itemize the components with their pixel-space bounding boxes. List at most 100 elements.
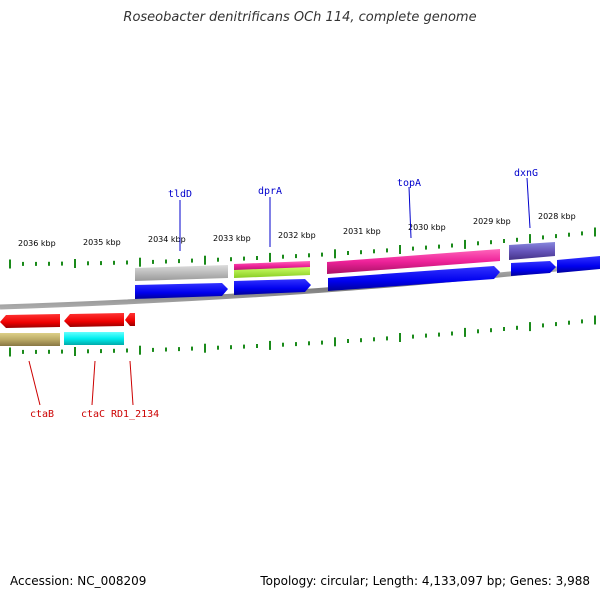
leader-line-ctaB — [28, 360, 41, 406]
lower-tick-41 — [542, 323, 544, 328]
gene-label-ctaB: ctaB — [30, 409, 54, 420]
upper-tick-33 — [438, 244, 440, 249]
upper-tick-10 — [139, 257, 141, 267]
upper-tick-37 — [490, 240, 492, 245]
lower-tick-35 — [464, 327, 466, 337]
lower-tick-12 — [165, 347, 167, 352]
upper-tick-5 — [74, 259, 76, 268]
scale-ticks-upper — [9, 227, 596, 269]
upper-tick-40 — [529, 234, 531, 244]
lower-tick-5 — [74, 347, 76, 356]
gene-label-tldD: tldD — [168, 189, 192, 200]
feature-bar-gray — [135, 265, 228, 281]
lower-tick-3 — [48, 349, 50, 354]
feature-bar-purple — [509, 242, 555, 260]
lower-tick-21 — [282, 342, 284, 347]
scale-label-2029: 2029 kbp — [473, 217, 511, 226]
lower-tick-36 — [477, 329, 479, 334]
scale-labels: 2036 kbp 2035 kbp 2034 kbp 2033 kbp 2032… — [18, 212, 576, 248]
lower-tick-38 — [503, 327, 505, 331]
lower-tick-32 — [425, 333, 427, 338]
gene-label-dxnG: dxnG — [514, 168, 538, 179]
upper-tick-6 — [87, 261, 89, 266]
lower-tick-23 — [308, 341, 310, 346]
gene-label-dprA: dprA — [258, 186, 282, 197]
map-title: Roseobacter denitrificans OCh 114, compl… — [123, 10, 477, 25]
upper-tick-18 — [243, 256, 245, 261]
upper-tick-34 — [451, 243, 453, 248]
lower-tick-42 — [555, 322, 557, 327]
scale-label-2031: 2031 kbp — [343, 227, 381, 236]
leader-line-ctaC — [91, 360, 96, 406]
lower-tick-45 — [594, 315, 596, 325]
lower-tick-26 — [347, 339, 349, 343]
leader-line-RD1_2134 — [129, 360, 134, 406]
upper-tick-39 — [516, 237, 518, 242]
lower-tick-44 — [581, 319, 583, 324]
upper-tick-20 — [269, 252, 271, 262]
upper-tick-16 — [217, 257, 219, 262]
upper-tick-4 — [61, 261, 63, 266]
feature-bar-pink-large — [327, 249, 500, 274]
lower-tick-15 — [204, 343, 206, 353]
upper-tick-0 — [9, 259, 11, 269]
lower-tick-20 — [269, 340, 271, 350]
gene-label-ctaC: ctaC — [81, 409, 105, 420]
lower-tick-6 — [87, 349, 89, 354]
upper-tick-32 — [425, 245, 427, 250]
forward-gene-labels: tldD dprA topA dxnG — [168, 168, 538, 251]
feature-bar-cyan — [64, 332, 124, 345]
feature-bar-olive — [0, 333, 60, 346]
upper-tick-3 — [48, 261, 50, 266]
reverse-gene-arrows — [0, 313, 135, 328]
lower-tick-30 — [399, 333, 401, 342]
lower-tick-9 — [126, 348, 128, 353]
upper-tick-36 — [477, 241, 479, 246]
lower-tick-19 — [256, 344, 258, 348]
scale-label-2028: 2028 kbp — [538, 212, 576, 221]
lower-tick-11 — [152, 347, 154, 352]
gene-arrow-ctaB — [0, 314, 60, 328]
scale-ticks-lower — [9, 315, 596, 357]
gene-label-RD1_2134: RD1_2134 — [111, 409, 159, 420]
upper-tick-19 — [256, 256, 258, 260]
feature-bar-green — [234, 267, 310, 278]
upper-tick-42 — [555, 234, 557, 239]
scale-label-2033: 2033 kbp — [213, 234, 251, 243]
lower-tick-22 — [295, 342, 297, 347]
lower-tick-0 — [9, 347, 11, 357]
lower-tick-37 — [490, 328, 492, 333]
gene-arrow-dprA — [234, 279, 311, 295]
upper-tick-26 — [347, 251, 349, 255]
lower-tick-31 — [412, 334, 414, 339]
scale-label-2034: 2034 kbp — [148, 235, 186, 244]
lower-tick-29 — [386, 336, 388, 341]
reverse-features — [0, 332, 124, 346]
upper-tick-45 — [594, 227, 596, 237]
upper-tick-9 — [126, 260, 128, 265]
upper-tick-29 — [386, 248, 388, 253]
gene-arrow-RD1_2134 — [125, 313, 135, 326]
lower-tick-8 — [113, 348, 115, 353]
lower-tick-2 — [35, 349, 37, 354]
leader-line-topA — [408, 186, 412, 239]
upper-tick-22 — [295, 254, 297, 259]
upper-tick-8 — [113, 260, 115, 265]
lower-tick-25 — [334, 337, 336, 347]
lower-tick-4 — [61, 349, 63, 354]
lower-tick-16 — [217, 345, 219, 350]
upper-tick-35 — [464, 239, 466, 249]
lower-tick-40 — [529, 322, 531, 332]
upper-tick-13 — [178, 259, 180, 264]
upper-tick-14 — [191, 258, 193, 263]
lower-tick-27 — [360, 338, 362, 343]
upper-tick-28 — [373, 249, 375, 254]
gene-label-topA: topA — [397, 178, 421, 189]
lower-tick-43 — [568, 320, 570, 325]
upper-tick-44 — [581, 231, 583, 236]
lower-tick-14 — [191, 346, 193, 351]
forward-gene-arrows — [135, 256, 600, 299]
upper-tick-7 — [100, 261, 102, 266]
upper-tick-17 — [230, 257, 232, 262]
